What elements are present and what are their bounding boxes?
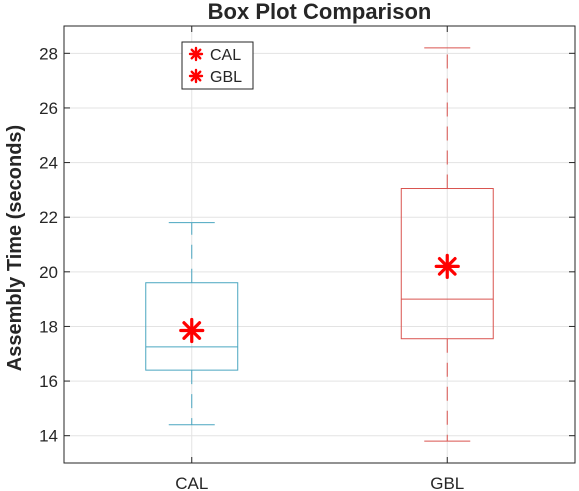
y-tick-label: 28 — [39, 44, 58, 63]
y-tick-label: 26 — [39, 99, 58, 118]
chart-title: Box Plot Comparison — [208, 0, 432, 24]
legend-marker-gbl — [188, 68, 204, 84]
mean-marker-gbl — [434, 253, 460, 279]
y-tick-label: 20 — [39, 263, 58, 282]
mean-marker-cal — [179, 317, 205, 344]
box-layer — [145, 47, 494, 442]
iqr-box — [145, 282, 239, 371]
box-cal — [145, 222, 239, 426]
y-tick-label: 24 — [39, 154, 58, 173]
y-tick-label: 16 — [39, 372, 58, 391]
legend-label-gbl: GBL — [210, 69, 242, 86]
y-tick-label: 18 — [39, 317, 58, 336]
tick-layer: 14 16 18 20 22 24 26 28 CAL GBL — [39, 26, 575, 491]
legend-marker-cal — [188, 46, 204, 62]
axes-frame — [63, 25, 576, 464]
y-axis-label: Assembly Time (seconds) — [4, 125, 26, 371]
iqr-box — [400, 188, 494, 340]
legend-label-cal: CAL — [210, 47, 241, 64]
legend-box — [181, 41, 254, 90]
legend: CAL GBL — [181, 41, 254, 90]
y-tick-label: 22 — [39, 208, 58, 227]
box-gbl — [400, 47, 494, 442]
x-tick-label-cal: CAL — [175, 474, 208, 491]
y-tick-label: 14 — [39, 427, 58, 446]
x-tick-label-gbl: GBL — [430, 474, 464, 491]
